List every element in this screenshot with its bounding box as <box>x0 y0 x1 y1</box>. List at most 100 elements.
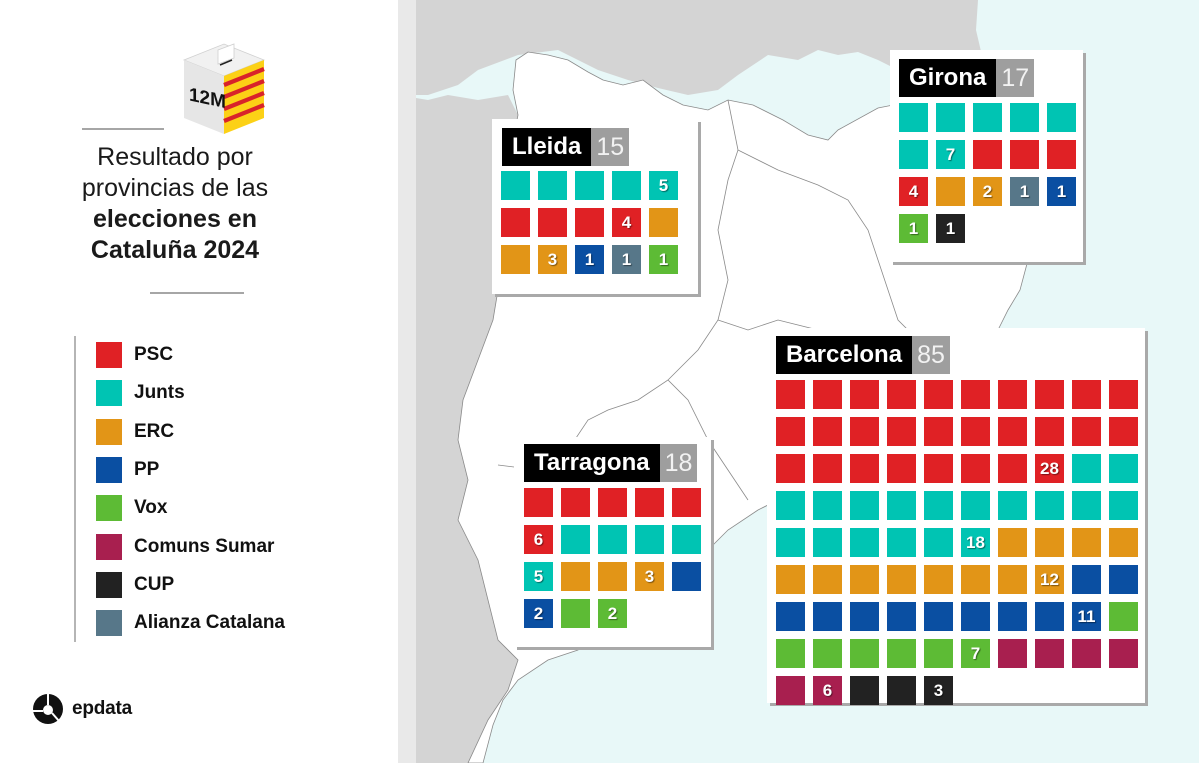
seat-psc <box>598 488 627 517</box>
province-header: Girona 17 <box>899 59 1035 97</box>
province-header: Tarragona 18 <box>524 444 698 482</box>
province-card-tarragona: Tarragona 18 6 5 3 2 2 <box>514 437 711 647</box>
seat-psc <box>924 454 953 483</box>
province-card-girona: Girona 17 7 4 2 1 1 1 1 <box>890 50 1083 262</box>
seat-psc <box>887 454 916 483</box>
seat-psc <box>1035 417 1064 446</box>
seat-junts: 7 <box>936 140 965 169</box>
seat-erc <box>998 528 1027 557</box>
seat-junts <box>1035 491 1064 520</box>
seat-pp <box>672 562 701 591</box>
legend-swatch <box>96 610 122 637</box>
seat-comuns-sumar <box>1109 639 1138 668</box>
seat-psc <box>813 454 842 483</box>
legend-label: PP <box>134 459 160 481</box>
seat-junts <box>998 491 1027 520</box>
seat-junts <box>538 171 567 200</box>
seat-pp <box>1109 565 1138 594</box>
seat-vox: 7 <box>961 639 990 668</box>
seat-pp <box>961 602 990 631</box>
seat-psc <box>998 380 1027 409</box>
seat-psc <box>575 208 604 237</box>
seat-junts <box>936 103 965 132</box>
seat-pp <box>813 602 842 631</box>
seat-junts <box>813 528 842 557</box>
seat-junts <box>961 491 990 520</box>
seat-cup <box>850 676 879 705</box>
seat-erc <box>598 562 627 591</box>
seat-psc: 28 <box>1035 454 1064 483</box>
seat-vox: 1 <box>649 245 678 274</box>
seat-junts <box>672 525 701 554</box>
province-name: Girona <box>899 59 997 97</box>
legend-swatch <box>96 380 122 407</box>
seat-erc <box>501 245 530 274</box>
seat-erc <box>1072 528 1101 557</box>
seat-junts <box>924 491 953 520</box>
title-line-1: Resultado por <box>97 143 253 171</box>
seat-alianza-catalana: 1 <box>1010 177 1039 206</box>
seat-junts <box>501 171 530 200</box>
seat-vox: 2 <box>598 599 627 628</box>
seat-psc <box>850 380 879 409</box>
legend-swatch <box>96 418 122 445</box>
seat-psc <box>998 454 1027 483</box>
seat-vox <box>813 639 842 668</box>
seat-erc <box>813 565 842 594</box>
seat-psc <box>973 140 1002 169</box>
seat-pp <box>998 602 1027 631</box>
seat-vox <box>924 639 953 668</box>
province-card-barcelona: Barcelona 85 28 18 12 11 7 6 3 <box>767 328 1145 705</box>
seat-psc: 4 <box>899 177 928 206</box>
seat-psc <box>1109 380 1138 409</box>
seat-vox <box>776 639 805 668</box>
catalonia-map: Lleida 15 5 4 3 1 1 1 Girona 17 <box>398 0 1199 763</box>
seat-junts <box>850 491 879 520</box>
province-seat-total: 17 <box>996 59 1035 97</box>
seat-junts <box>1072 454 1101 483</box>
seat-grid: 5 4 3 1 1 1 <box>501 171 678 274</box>
province-header: Barcelona 85 <box>776 336 950 374</box>
seat-psc <box>776 380 805 409</box>
seat-pp <box>887 602 916 631</box>
seat-pp: 1 <box>575 245 604 274</box>
seat-comuns-sumar: 6 <box>813 676 842 705</box>
seat-junts <box>1109 491 1138 520</box>
seat-psc <box>850 454 879 483</box>
seat-junts <box>1010 103 1039 132</box>
seat-pp <box>776 602 805 631</box>
seat-junts: 5 <box>524 562 553 591</box>
seat-vox <box>887 639 916 668</box>
title-line-3: elecciones en <box>93 205 257 233</box>
seat-erc <box>850 565 879 594</box>
seat-psc: 6 <box>524 525 553 554</box>
seat-psc <box>1072 380 1101 409</box>
legend-label: CUP <box>134 573 175 595</box>
seat-psc <box>961 454 990 483</box>
legend-label: Junts <box>134 382 185 404</box>
seat-psc <box>501 208 530 237</box>
seat-junts <box>887 491 916 520</box>
province-seat-total: 15 <box>591 128 630 166</box>
seat-pp: 2 <box>524 599 553 628</box>
seat-cup: 3 <box>924 676 953 705</box>
seat-erc: 3 <box>538 245 567 274</box>
seat-junts: 18 <box>961 528 990 557</box>
seat-pp <box>1072 565 1101 594</box>
seat-junts: 5 <box>649 171 678 200</box>
seat-erc: 3 <box>635 562 664 591</box>
legend-label: Vox <box>134 497 168 519</box>
epdata-logo-icon <box>33 694 63 724</box>
legend-item-psc: PSC <box>96 336 374 374</box>
seat-junts <box>635 525 664 554</box>
legend-item-junts: Junts <box>96 374 374 412</box>
seat-junts <box>899 103 928 132</box>
seat-junts <box>776 528 805 557</box>
seat-junts <box>561 525 590 554</box>
legend-swatch <box>96 342 122 369</box>
seat-comuns-sumar <box>1072 639 1101 668</box>
seat-cup <box>887 676 916 705</box>
seat-junts <box>899 140 928 169</box>
legend-swatch <box>96 533 122 560</box>
seat-pp <box>924 602 953 631</box>
